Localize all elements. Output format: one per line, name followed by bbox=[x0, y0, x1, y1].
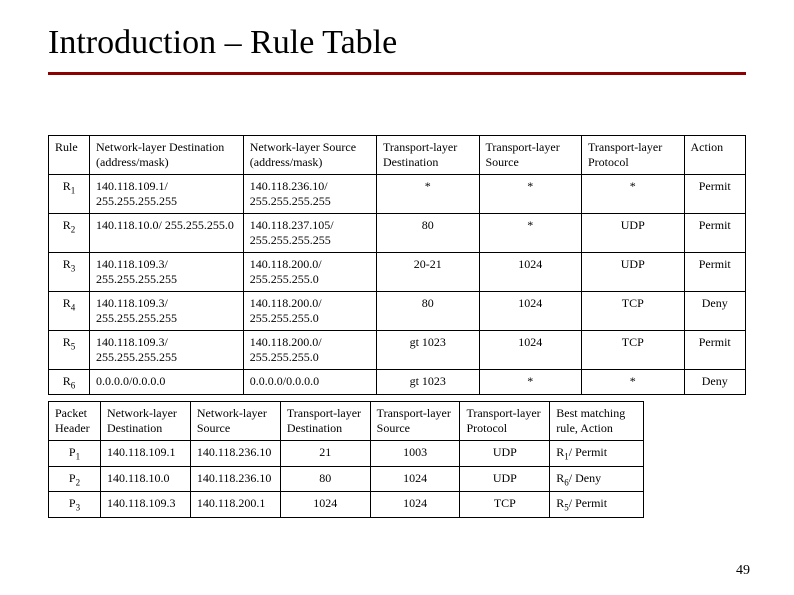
cell-proto: UDP bbox=[460, 466, 550, 491]
cell-dst: 140.118.109.3 bbox=[100, 492, 190, 517]
cell-src-net: 0.0.0.0/0.0.0.0 bbox=[243, 370, 376, 395]
table-row: P1140.118.109.1140.118.236.10211003UDPR1… bbox=[49, 441, 644, 466]
rule-id: R2 bbox=[49, 214, 90, 253]
title-underline bbox=[48, 72, 746, 75]
cell-proto: TCP bbox=[582, 331, 685, 370]
cell-action: Deny bbox=[684, 370, 746, 395]
cell-tdst: 80 bbox=[377, 214, 480, 253]
packets-header-row: Packet Header Network-layer Destination … bbox=[49, 402, 644, 441]
table-row: P2140.118.10.0140.118.236.10801024UDPR6/… bbox=[49, 466, 644, 491]
packet-id: P2 bbox=[49, 466, 101, 491]
table-row: P3140.118.109.3140.118.200.110241024TCPR… bbox=[49, 492, 644, 517]
cell-dst: 140.118.10.0 bbox=[100, 466, 190, 491]
cell-proto: UDP bbox=[582, 214, 685, 253]
cell-dst: 140.118.109.1 bbox=[100, 441, 190, 466]
cell-tsrc: 1024 bbox=[479, 292, 582, 331]
col-action: Action bbox=[684, 136, 746, 175]
table-row: R3140.118.109.3/ 255.255.255.255140.118.… bbox=[49, 253, 746, 292]
rule-id: R3 bbox=[49, 253, 90, 292]
cell-dst-net: 140.118.10.0/ 255.255.255.0 bbox=[90, 214, 244, 253]
page-title: Introduction – Rule Table bbox=[48, 24, 746, 72]
cell-proto: UDP bbox=[582, 253, 685, 292]
cell-tdst: 1024 bbox=[280, 492, 370, 517]
cell-dst-net: 140.118.109.3/ 255.255.255.255 bbox=[90, 331, 244, 370]
cell-src: 140.118.236.10 bbox=[190, 441, 280, 466]
cell-tsrc: 1024 bbox=[479, 253, 582, 292]
cell-dst-net: 140.118.109.3/ 255.255.255.255 bbox=[90, 253, 244, 292]
cell-dst-net: 140.118.109.3/ 255.255.255.255 bbox=[90, 292, 244, 331]
cell-action: Permit bbox=[684, 253, 746, 292]
cell-proto: TCP bbox=[460, 492, 550, 517]
rule-id: R5 bbox=[49, 331, 90, 370]
rules-table: Rule Network-layer Destination (address/… bbox=[48, 135, 746, 395]
slide-page: Introduction – Rule Table Rule Network-l… bbox=[0, 0, 794, 595]
cell-proto: UDP bbox=[460, 441, 550, 466]
col-dst-net: Network-layer Destination (address/mask) bbox=[90, 136, 244, 175]
cell-tsrc: * bbox=[479, 370, 582, 395]
packet-id: P1 bbox=[49, 441, 101, 466]
cell-tsrc: 1024 bbox=[479, 331, 582, 370]
cell-proto: * bbox=[582, 175, 685, 214]
packet-id: P3 bbox=[49, 492, 101, 517]
cell-tsrc: 1003 bbox=[370, 441, 460, 466]
cell-src-net: 140.118.200.0/ 255.255.255.0 bbox=[243, 331, 376, 370]
cell-tdst: 80 bbox=[377, 292, 480, 331]
cell-action: Permit bbox=[684, 331, 746, 370]
pcol-header: Packet Header bbox=[49, 402, 101, 441]
cell-tdst: * bbox=[377, 175, 480, 214]
cell-tdst: 21 bbox=[280, 441, 370, 466]
cell-action: Permit bbox=[684, 214, 746, 253]
cell-tsrc: * bbox=[479, 175, 582, 214]
table-row: R1140.118.109.1/ 255.255.255.255140.118.… bbox=[49, 175, 746, 214]
cell-src-net: 140.118.200.0/ 255.255.255.0 bbox=[243, 253, 376, 292]
cell-dst-net: 140.118.109.1/ 255.255.255.255 bbox=[90, 175, 244, 214]
cell-src-net: 140.118.236.10/ 255.255.255.255 bbox=[243, 175, 376, 214]
cell-tsrc: 1024 bbox=[370, 492, 460, 517]
cell-src-net: 140.118.237.105/ 255.255.255.255 bbox=[243, 214, 376, 253]
col-proto: Transport-layer Protocol bbox=[582, 136, 685, 175]
cell-action: Permit bbox=[684, 175, 746, 214]
cell-src-net: 140.118.200.0/ 255.255.255.0 bbox=[243, 292, 376, 331]
table-row: R5140.118.109.3/ 255.255.255.255140.118.… bbox=[49, 331, 746, 370]
pcol-best: Best matching rule, Action bbox=[550, 402, 644, 441]
page-number: 49 bbox=[736, 563, 750, 579]
table-row: R60.0.0.0/0.0.0.00.0.0.0/0.0.0.0gt 1023*… bbox=[49, 370, 746, 395]
cell-best: R6/ Deny bbox=[550, 466, 644, 491]
rule-id: R6 bbox=[49, 370, 90, 395]
cell-proto: * bbox=[582, 370, 685, 395]
col-tsrc: Transport-layer Source bbox=[479, 136, 582, 175]
cell-proto: TCP bbox=[582, 292, 685, 331]
rule-id: R4 bbox=[49, 292, 90, 331]
rule-id: R1 bbox=[49, 175, 90, 214]
cell-tdst: gt 1023 bbox=[377, 370, 480, 395]
pcol-src: Network-layer Source bbox=[190, 402, 280, 441]
cell-dst-net: 0.0.0.0/0.0.0.0 bbox=[90, 370, 244, 395]
cell-tdst: 80 bbox=[280, 466, 370, 491]
col-tdst: Transport-layer Destination bbox=[377, 136, 480, 175]
table-row: R2140.118.10.0/ 255.255.255.0140.118.237… bbox=[49, 214, 746, 253]
cell-tsrc: * bbox=[479, 214, 582, 253]
cell-best: R1/ Permit bbox=[550, 441, 644, 466]
cell-best: R5/ Permit bbox=[550, 492, 644, 517]
pcol-tdst: Transport-layer Destination bbox=[280, 402, 370, 441]
table-row: R4140.118.109.3/ 255.255.255.255140.118.… bbox=[49, 292, 746, 331]
col-rule: Rule bbox=[49, 136, 90, 175]
pcol-proto: Transport-layer Protocol bbox=[460, 402, 550, 441]
cell-src: 140.118.236.10 bbox=[190, 466, 280, 491]
cell-tdst: 20-21 bbox=[377, 253, 480, 292]
col-src-net: Network-layer Source (address/mask) bbox=[243, 136, 376, 175]
packets-table: Packet Header Network-layer Destination … bbox=[48, 401, 644, 517]
pcol-tsrc: Transport-layer Source bbox=[370, 402, 460, 441]
cell-tsrc: 1024 bbox=[370, 466, 460, 491]
cell-src: 140.118.200.1 bbox=[190, 492, 280, 517]
cell-action: Deny bbox=[684, 292, 746, 331]
cell-tdst: gt 1023 bbox=[377, 331, 480, 370]
pcol-dst: Network-layer Destination bbox=[100, 402, 190, 441]
rules-header-row: Rule Network-layer Destination (address/… bbox=[49, 136, 746, 175]
